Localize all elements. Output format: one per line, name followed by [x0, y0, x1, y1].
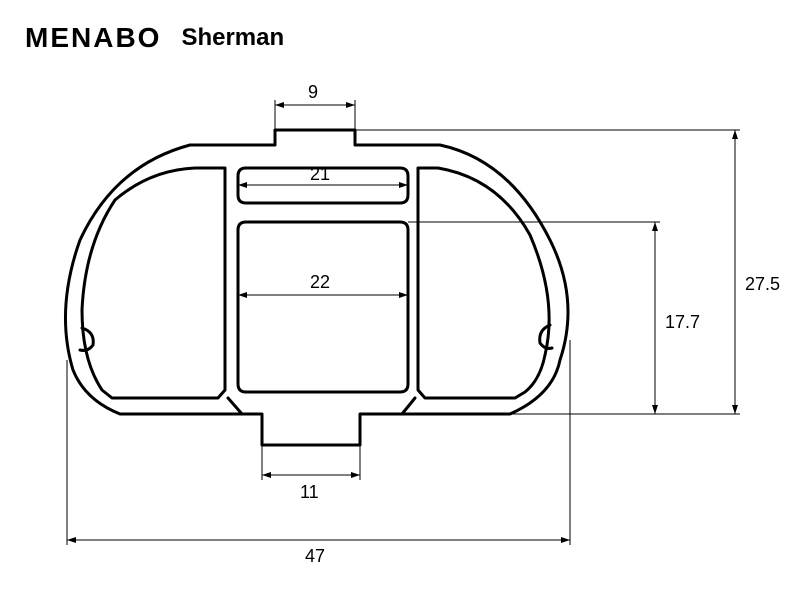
dim-overall-width-value: 47 — [305, 546, 325, 566]
profile-drawing: 9 21 22 11 47 27.5 17.7 — [0, 0, 800, 600]
dim-bottom-slot-value: 11 — [300, 482, 319, 502]
dim-top-slot: 9 — [275, 82, 355, 130]
dim-overall-width: 47 — [67, 340, 570, 566]
dim-center-channel: 22 — [238, 272, 408, 295]
dim-bottom-slot: 11 — [262, 445, 360, 502]
dim-top-slot-value: 9 — [308, 82, 318, 102]
dim-inner-height-value: 17.7 — [665, 312, 700, 332]
dim-upper-channel-value: 21 — [310, 164, 330, 184]
dim-center-channel-value: 22 — [310, 272, 330, 292]
dim-overall-height-value: 27.5 — [745, 274, 780, 294]
